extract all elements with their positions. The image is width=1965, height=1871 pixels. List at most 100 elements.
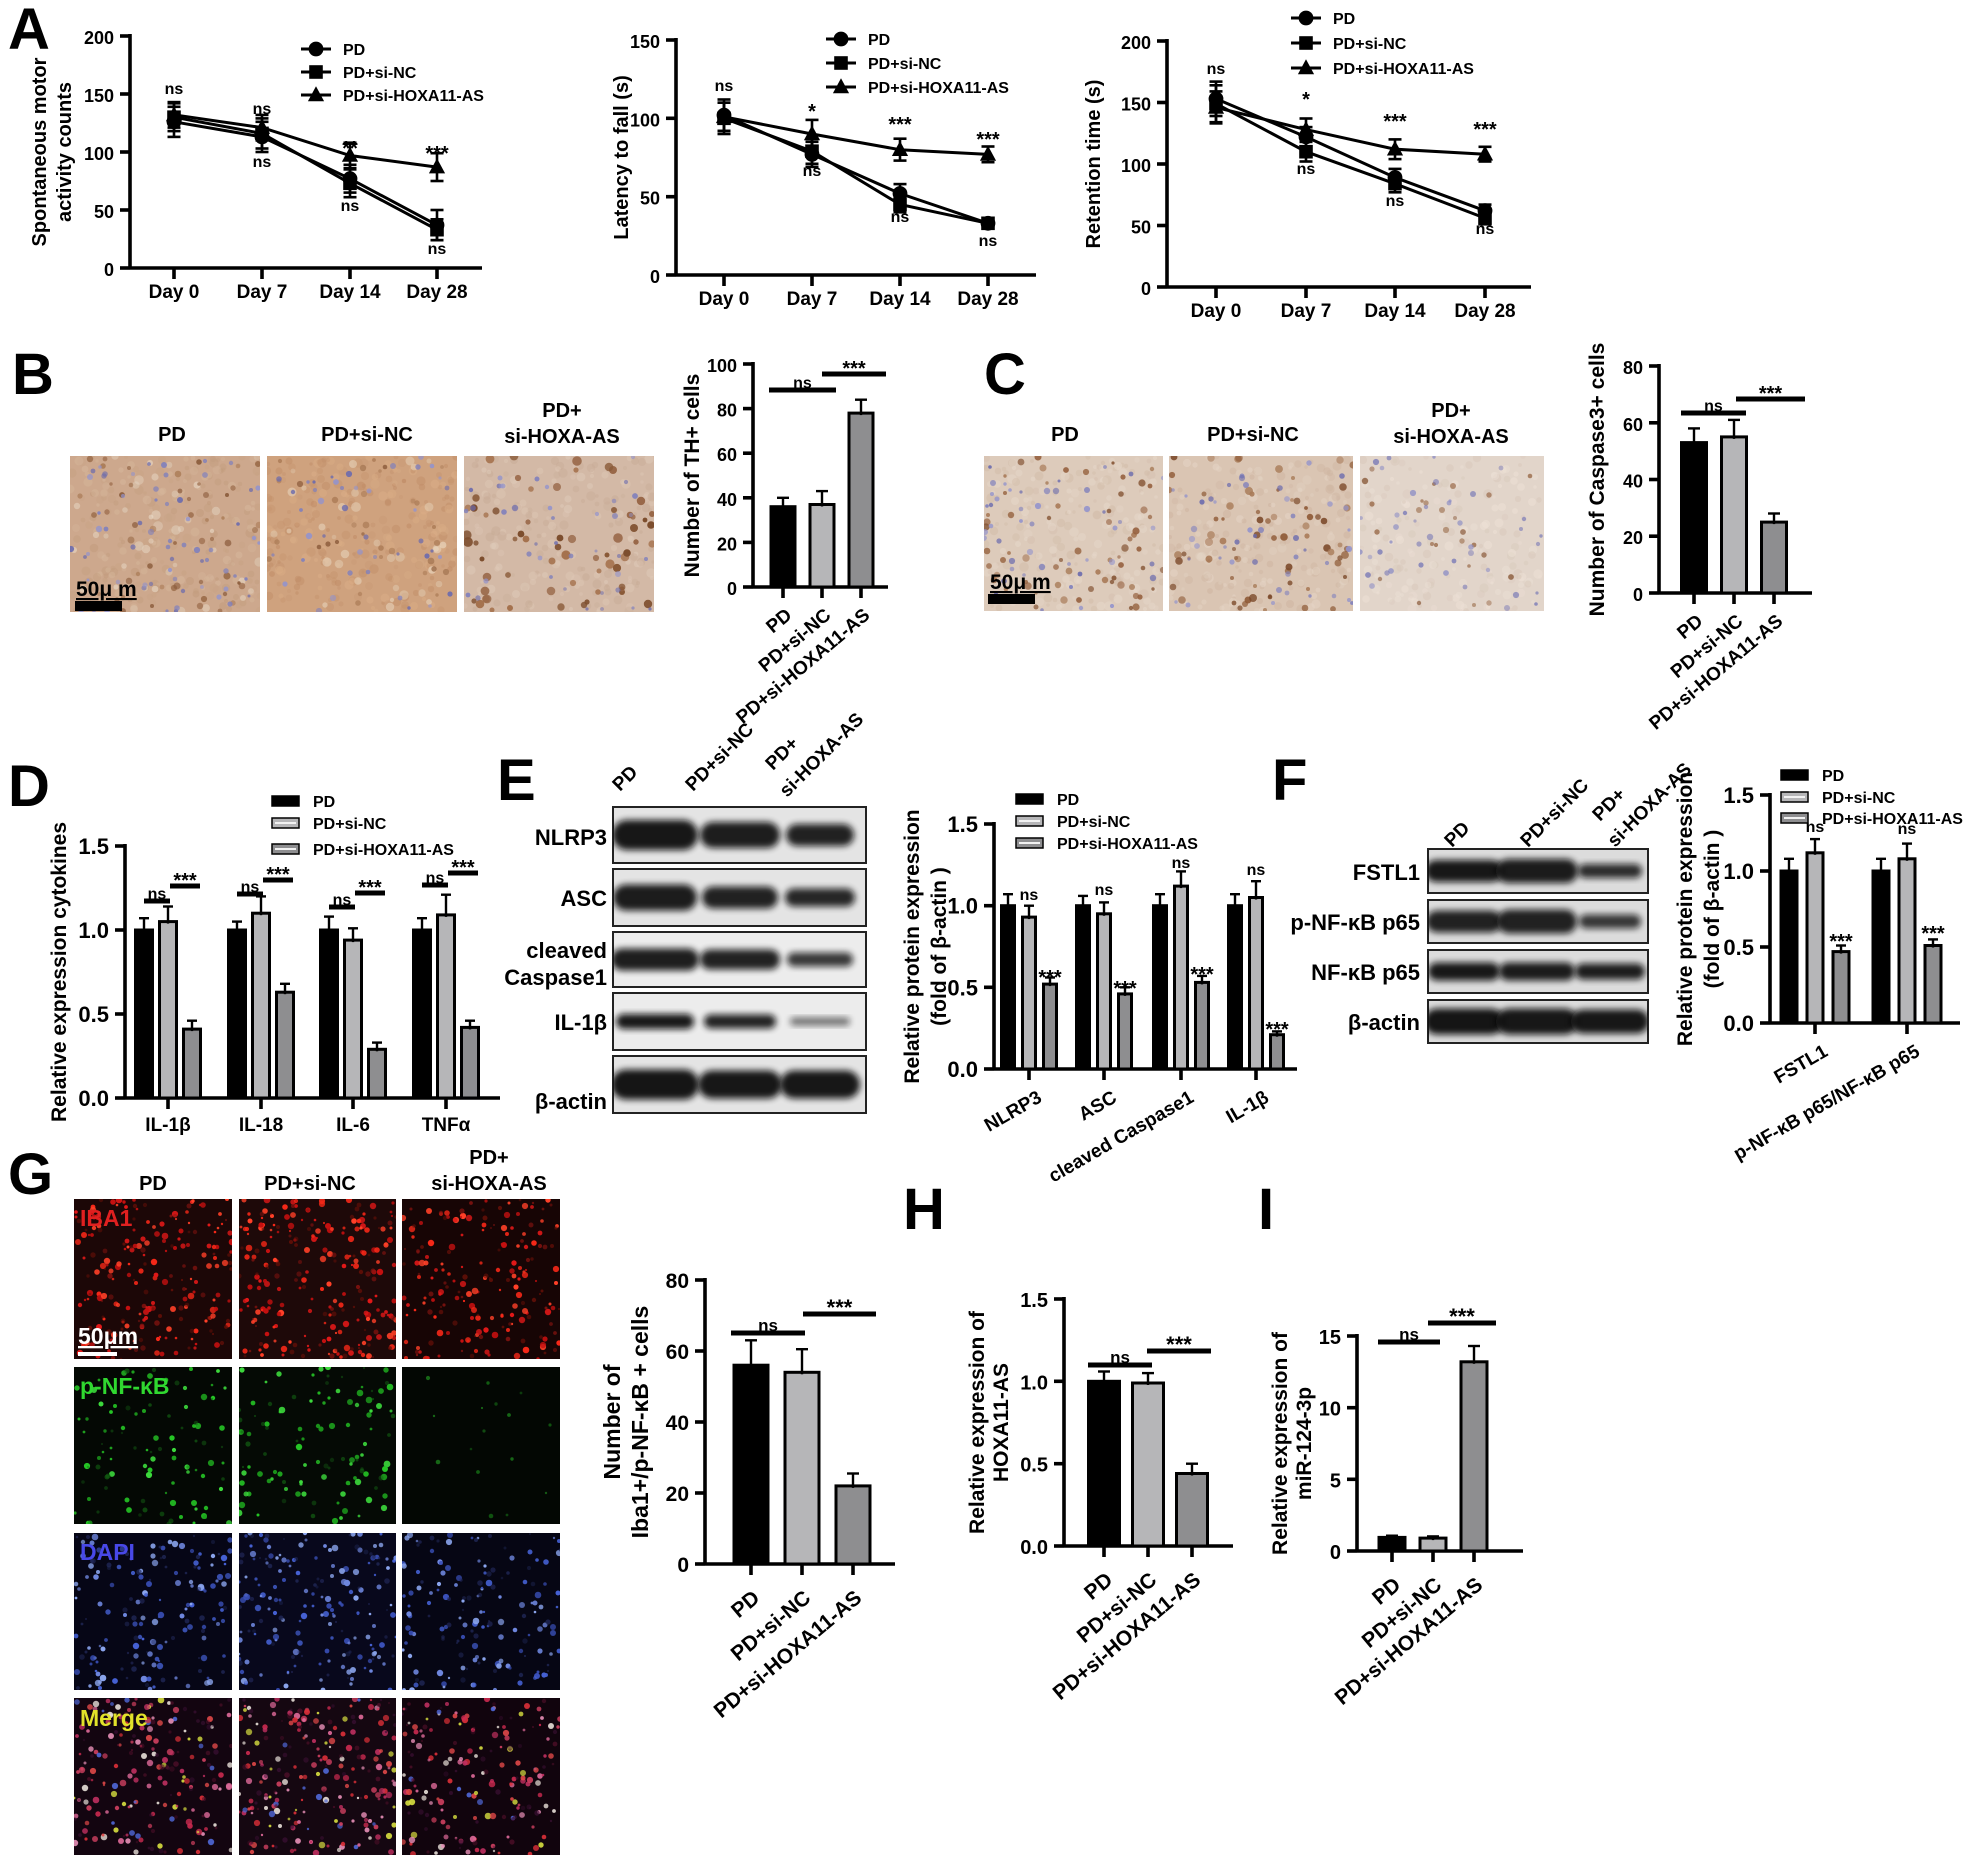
svg-text:50μ m: 50μ m	[990, 571, 1051, 594]
svg-text:p-NF-κB p65: p-NF-κB p65	[1290, 910, 1420, 935]
svg-text:PD+: PD+	[469, 1147, 508, 1169]
svg-text:Relative expression cytokines: Relative expression cytokines	[48, 822, 71, 1122]
svg-text:ns: ns	[1247, 862, 1266, 879]
svg-text:ns: ns	[803, 163, 822, 180]
svg-text:F: F	[1272, 748, 1307, 813]
svg-text:***: ***	[1038, 967, 1062, 989]
svg-text:0: 0	[1633, 585, 1643, 605]
svg-text:1.5: 1.5	[1020, 1290, 1048, 1312]
svg-text:ns: ns	[1095, 882, 1114, 899]
svg-text:100: 100	[707, 356, 737, 376]
svg-text:PD+si-HOXA11-AS: PD+si-HOXA11-AS	[868, 80, 1009, 97]
svg-text:50: 50	[94, 202, 114, 222]
svg-text:IL-6: IL-6	[336, 1115, 370, 1136]
svg-text:0.5: 0.5	[1723, 935, 1754, 960]
svg-text:PD+si-HOXA11-AS: PD+si-HOXA11-AS	[313, 842, 454, 859]
svg-text:Relative expression of: Relative expression of	[966, 1310, 989, 1534]
svg-text:NLRP3: NLRP3	[535, 825, 607, 850]
svg-text:40: 40	[666, 1412, 689, 1435]
svg-text:***: ***	[1921, 923, 1945, 945]
svg-text:IL-1β: IL-1β	[554, 1010, 607, 1035]
svg-text:IBA1: IBA1	[80, 1205, 133, 1231]
svg-text:***: ***	[842, 358, 866, 380]
svg-text:ns: ns	[165, 81, 184, 98]
svg-text:Day 14: Day 14	[869, 289, 931, 310]
svg-text:I: I	[1258, 1177, 1274, 1242]
svg-text:PD+si-NC: PD+si-NC	[321, 424, 413, 446]
svg-text:50: 50	[640, 189, 660, 209]
svg-text:ns: ns	[715, 78, 734, 95]
svg-text:PD+si-NC: PD+si-NC	[1057, 814, 1131, 831]
svg-text:*: *	[808, 101, 816, 123]
svg-text:ns: ns	[1386, 193, 1405, 210]
svg-text:DAPI: DAPI	[80, 1539, 135, 1565]
svg-text:PD+si-NC: PD+si-NC	[264, 1173, 356, 1195]
svg-text:***: ***	[827, 1295, 853, 1320]
svg-text:Day 0: Day 0	[699, 289, 750, 310]
svg-text:ns: ns	[426, 870, 445, 887]
svg-text:0.5: 0.5	[78, 1002, 109, 1027]
svg-text:ns: ns	[253, 101, 272, 118]
svg-text:1.5: 1.5	[1723, 783, 1754, 808]
svg-text:20: 20	[666, 1483, 689, 1506]
svg-text:***: ***	[173, 870, 197, 892]
svg-text:10: 10	[1319, 1399, 1341, 1421]
svg-text:NF-κB p65: NF-κB p65	[1311, 960, 1420, 985]
svg-text:(fold of β-actin ): (fold of β-actin )	[928, 867, 951, 1026]
svg-text:Number of: Number of	[599, 1364, 625, 1479]
svg-text:1.0: 1.0	[1723, 859, 1754, 884]
svg-text:***: ***	[1473, 119, 1497, 141]
svg-text:0: 0	[104, 260, 114, 280]
svg-text:PD: PD	[313, 794, 335, 811]
svg-text:***: ***	[1166, 1332, 1192, 1357]
svg-text:ns: ns	[1207, 61, 1226, 78]
svg-text:ns: ns	[891, 209, 910, 226]
svg-text:Caspase1: Caspase1	[504, 965, 607, 990]
svg-text:80: 80	[717, 401, 737, 421]
svg-text:A: A	[8, 0, 50, 62]
svg-text:Day 0: Day 0	[149, 282, 200, 303]
svg-text:(fold of β-actin ): (fold of β-actin )	[1701, 830, 1724, 989]
svg-text:0.5: 0.5	[947, 975, 978, 1000]
svg-text:PD+si-HOXA11-AS: PD+si-HOXA11-AS	[1057, 836, 1198, 853]
svg-text:Day 28: Day 28	[1454, 301, 1515, 322]
svg-text:Relative protein expression: Relative protein expression	[1674, 772, 1697, 1046]
svg-text:p-NF-κB: p-NF-κB	[80, 1373, 169, 1399]
svg-text:ns: ns	[758, 1316, 778, 1335]
svg-text:PD+si-NC: PD+si-NC	[343, 65, 417, 82]
svg-text:50μm: 50μm	[78, 1323, 138, 1349]
svg-text:20: 20	[1623, 528, 1643, 548]
svg-text:15: 15	[1319, 1327, 1341, 1349]
svg-text:ns: ns	[1172, 855, 1191, 872]
svg-text:IL-18: IL-18	[239, 1115, 283, 1136]
svg-text:Retention time (s): Retention time (s)	[1083, 80, 1105, 249]
svg-text:PD: PD	[1057, 792, 1079, 809]
svg-text:***: ***	[425, 143, 449, 165]
svg-text:*: *	[1302, 89, 1310, 111]
svg-text:C: C	[984, 342, 1026, 407]
svg-text:ns: ns	[1110, 1348, 1130, 1367]
svg-text:Iba1+/p-NF-κB + cells: Iba1+/p-NF-κB + cells	[627, 1306, 653, 1539]
svg-text:si-HOXA-AS: si-HOXA-AS	[1393, 426, 1509, 448]
svg-text:ns: ns	[1806, 819, 1825, 836]
svg-text:ns: ns	[241, 879, 260, 896]
svg-text:1.0: 1.0	[78, 918, 109, 943]
svg-text:PD: PD	[1822, 768, 1844, 785]
svg-text:***: ***	[266, 864, 290, 886]
svg-text:0: 0	[1141, 279, 1151, 299]
svg-text:100: 100	[1121, 156, 1151, 176]
svg-text:0.0: 0.0	[1020, 1537, 1048, 1559]
svg-text:1.5: 1.5	[947, 812, 978, 837]
svg-text:**: **	[342, 138, 358, 160]
svg-text:Day 7: Day 7	[237, 282, 288, 303]
svg-text:ns: ns	[1476, 221, 1495, 238]
svg-text:si-HOXA-AS: si-HOXA-AS	[504, 426, 620, 448]
svg-text:60: 60	[1623, 415, 1643, 435]
svg-text:PD: PD	[343, 42, 365, 59]
svg-text:100: 100	[630, 110, 660, 130]
svg-text:ns: ns	[341, 198, 360, 215]
svg-text:Number of TH+ cells: Number of TH+ cells	[681, 374, 704, 578]
svg-text:cleaved: cleaved	[526, 938, 607, 963]
svg-text:FSTL1: FSTL1	[1353, 860, 1420, 885]
svg-text:60: 60	[666, 1341, 689, 1364]
